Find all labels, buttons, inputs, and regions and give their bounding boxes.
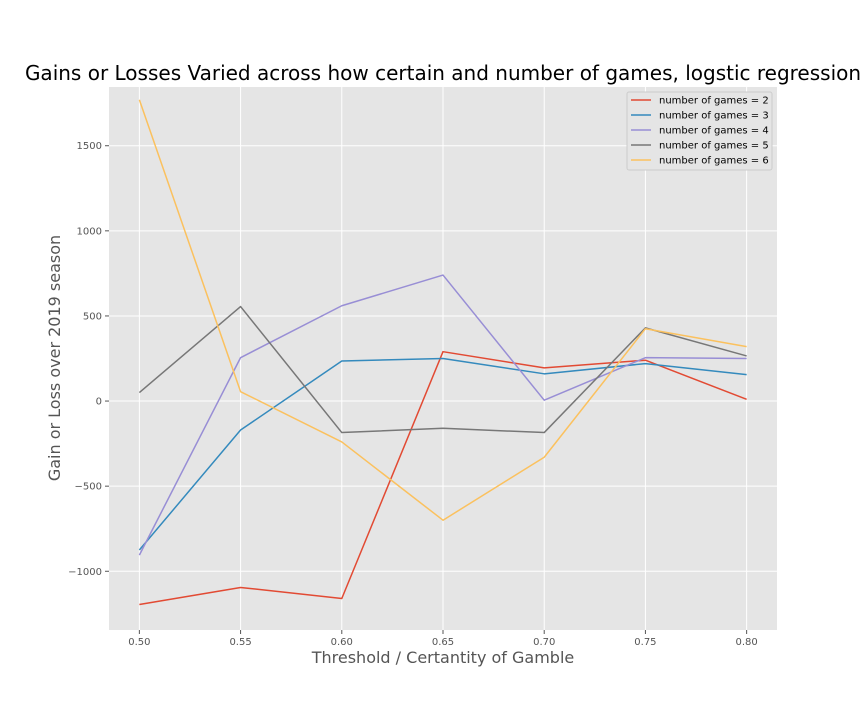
y-tick-label: −500 [75, 482, 102, 493]
x-tick-label: 0.60 [331, 637, 353, 648]
legend-box [626, 91, 773, 171]
legend-label: number of games = 5 [659, 141, 769, 152]
y-axis-label: Gain or Loss over 2019 season [45, 235, 64, 481]
x-tick-label: 0.70 [533, 637, 555, 648]
x-axis-ticks: 0.50 0.55 0.60 0.65 0.70 0.75 0.80 [128, 630, 758, 648]
legend: number of games = 2 number of games = 3 nu… [626, 91, 773, 171]
chart-title: Gains or Losses Varied across how certai… [25, 61, 861, 85]
y-axis-ticks: −1000 −500 0 500 1000 1500 [68, 141, 109, 578]
legend-label: number of games = 3 [659, 111, 769, 122]
series-line-games-4 [138, 274, 747, 556]
x-tick-label: 0.80 [736, 637, 758, 648]
series-line-games-3 [138, 357, 747, 551]
legend-label: number of games = 6 [659, 156, 769, 167]
series-layer [138, 99, 747, 606]
y-tick-label: −1000 [68, 567, 102, 578]
x-tick-label: 0.55 [229, 637, 251, 648]
y-tick-label: 1500 [77, 141, 102, 152]
legend-label: number of games = 4 [659, 126, 769, 137]
y-tick-label: 500 [83, 311, 102, 322]
y-tick-label: 0 [96, 397, 102, 408]
x-tick-label: 0.75 [634, 637, 656, 648]
x-tick-label: 0.50 [128, 637, 150, 648]
legend-label: number of games = 2 [659, 96, 769, 107]
y-tick-label: 1000 [77, 226, 102, 237]
series-line-games-5 [138, 305, 747, 434]
series-line-games-2 [139, 350, 747, 606]
series-line-games-6 [138, 99, 747, 521]
x-tick-label: 0.65 [432, 637, 454, 648]
x-axis-label: Threshold / Certantity of Gamble [311, 648, 575, 667]
